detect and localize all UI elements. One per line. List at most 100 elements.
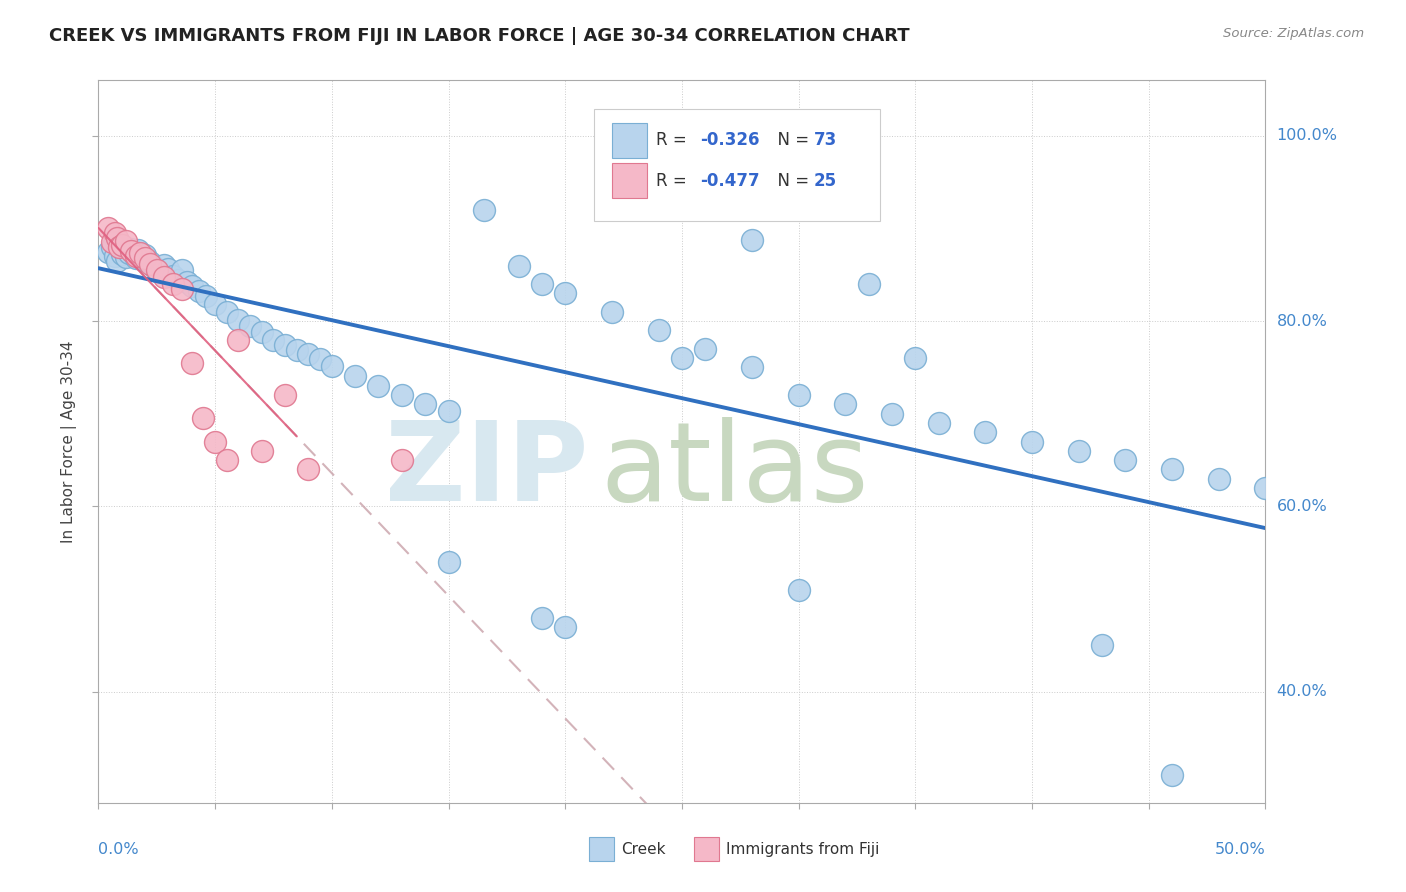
Point bbox=[262, 333, 284, 347]
Point bbox=[554, 620, 576, 634]
Point bbox=[176, 275, 198, 289]
Point bbox=[344, 368, 367, 383]
Point bbox=[309, 352, 332, 367]
Point bbox=[152, 258, 174, 272]
Point bbox=[129, 245, 152, 260]
Point bbox=[904, 351, 927, 366]
Bar bbox=[589, 838, 614, 861]
Point bbox=[97, 244, 120, 259]
Point bbox=[928, 416, 950, 430]
Point bbox=[132, 252, 155, 267]
Text: 50.0%: 50.0% bbox=[1215, 842, 1265, 856]
Point bbox=[125, 251, 148, 265]
Point bbox=[180, 279, 202, 293]
Text: 40.0%: 40.0% bbox=[1277, 684, 1327, 699]
Point bbox=[120, 242, 142, 256]
FancyBboxPatch shape bbox=[595, 109, 880, 221]
Point bbox=[111, 247, 134, 261]
Text: ZIP: ZIP bbox=[385, 417, 589, 524]
Point bbox=[122, 246, 145, 260]
Point bbox=[204, 434, 226, 449]
Text: -0.477: -0.477 bbox=[700, 172, 761, 190]
Point bbox=[1114, 453, 1136, 467]
Point bbox=[172, 282, 194, 296]
Point bbox=[112, 244, 135, 258]
Point bbox=[671, 351, 693, 366]
Point bbox=[115, 235, 138, 249]
Point bbox=[228, 313, 250, 327]
Point bbox=[139, 257, 162, 271]
Point bbox=[111, 238, 134, 252]
Point bbox=[741, 360, 763, 375]
Point bbox=[1208, 472, 1230, 486]
Text: Creek: Creek bbox=[621, 841, 665, 856]
Point bbox=[97, 221, 120, 235]
Point bbox=[530, 277, 553, 291]
Point bbox=[129, 247, 152, 261]
Point bbox=[1161, 462, 1184, 476]
Text: 100.0%: 100.0% bbox=[1277, 128, 1337, 144]
Point bbox=[554, 286, 576, 301]
Text: 25: 25 bbox=[814, 172, 837, 190]
Point bbox=[166, 273, 188, 287]
Point bbox=[391, 388, 413, 402]
Point bbox=[530, 610, 553, 624]
Point bbox=[193, 411, 215, 425]
Point bbox=[600, 305, 623, 319]
Text: 60.0%: 60.0% bbox=[1277, 499, 1327, 514]
Point bbox=[228, 333, 250, 347]
Point bbox=[858, 277, 880, 291]
Point bbox=[787, 582, 810, 597]
Point bbox=[880, 407, 903, 421]
Text: -0.326: -0.326 bbox=[700, 131, 761, 149]
Point bbox=[115, 250, 138, 264]
Point bbox=[104, 226, 127, 240]
Point bbox=[120, 244, 142, 258]
Point bbox=[834, 397, 856, 411]
Point bbox=[152, 269, 174, 284]
Point bbox=[250, 443, 273, 458]
Point bbox=[204, 296, 226, 310]
Point bbox=[321, 359, 343, 373]
Point bbox=[974, 425, 997, 440]
Point bbox=[437, 404, 460, 418]
Text: 73: 73 bbox=[814, 131, 837, 149]
Text: R =: R = bbox=[657, 172, 692, 190]
Text: Immigrants from Fiji: Immigrants from Fiji bbox=[727, 841, 880, 856]
Point bbox=[108, 240, 131, 254]
Point bbox=[172, 263, 194, 277]
Text: N =: N = bbox=[768, 131, 814, 149]
Point bbox=[239, 318, 262, 333]
Bar bbox=[612, 163, 647, 198]
Bar bbox=[612, 123, 647, 158]
Point bbox=[695, 342, 717, 356]
Point bbox=[297, 347, 319, 361]
Point bbox=[127, 243, 149, 257]
Point bbox=[274, 388, 297, 402]
Point bbox=[215, 305, 238, 319]
Point bbox=[437, 555, 460, 569]
Point bbox=[146, 263, 169, 277]
Point bbox=[139, 255, 162, 269]
Point bbox=[162, 277, 184, 291]
Point bbox=[157, 262, 180, 277]
Point bbox=[187, 284, 209, 298]
Point bbox=[413, 397, 436, 411]
Point bbox=[508, 259, 530, 273]
Point bbox=[101, 235, 124, 250]
Point bbox=[1021, 434, 1043, 449]
Point bbox=[741, 233, 763, 247]
Point bbox=[143, 260, 166, 275]
Point bbox=[194, 289, 217, 303]
Point bbox=[108, 235, 131, 250]
Point bbox=[118, 245, 141, 260]
Point bbox=[104, 249, 127, 263]
Text: R =: R = bbox=[657, 131, 692, 149]
Point bbox=[125, 249, 148, 263]
Point bbox=[215, 453, 238, 467]
Point bbox=[250, 325, 273, 339]
Point bbox=[367, 379, 389, 393]
Point bbox=[162, 268, 184, 283]
Point bbox=[105, 254, 128, 268]
Point bbox=[134, 248, 156, 262]
